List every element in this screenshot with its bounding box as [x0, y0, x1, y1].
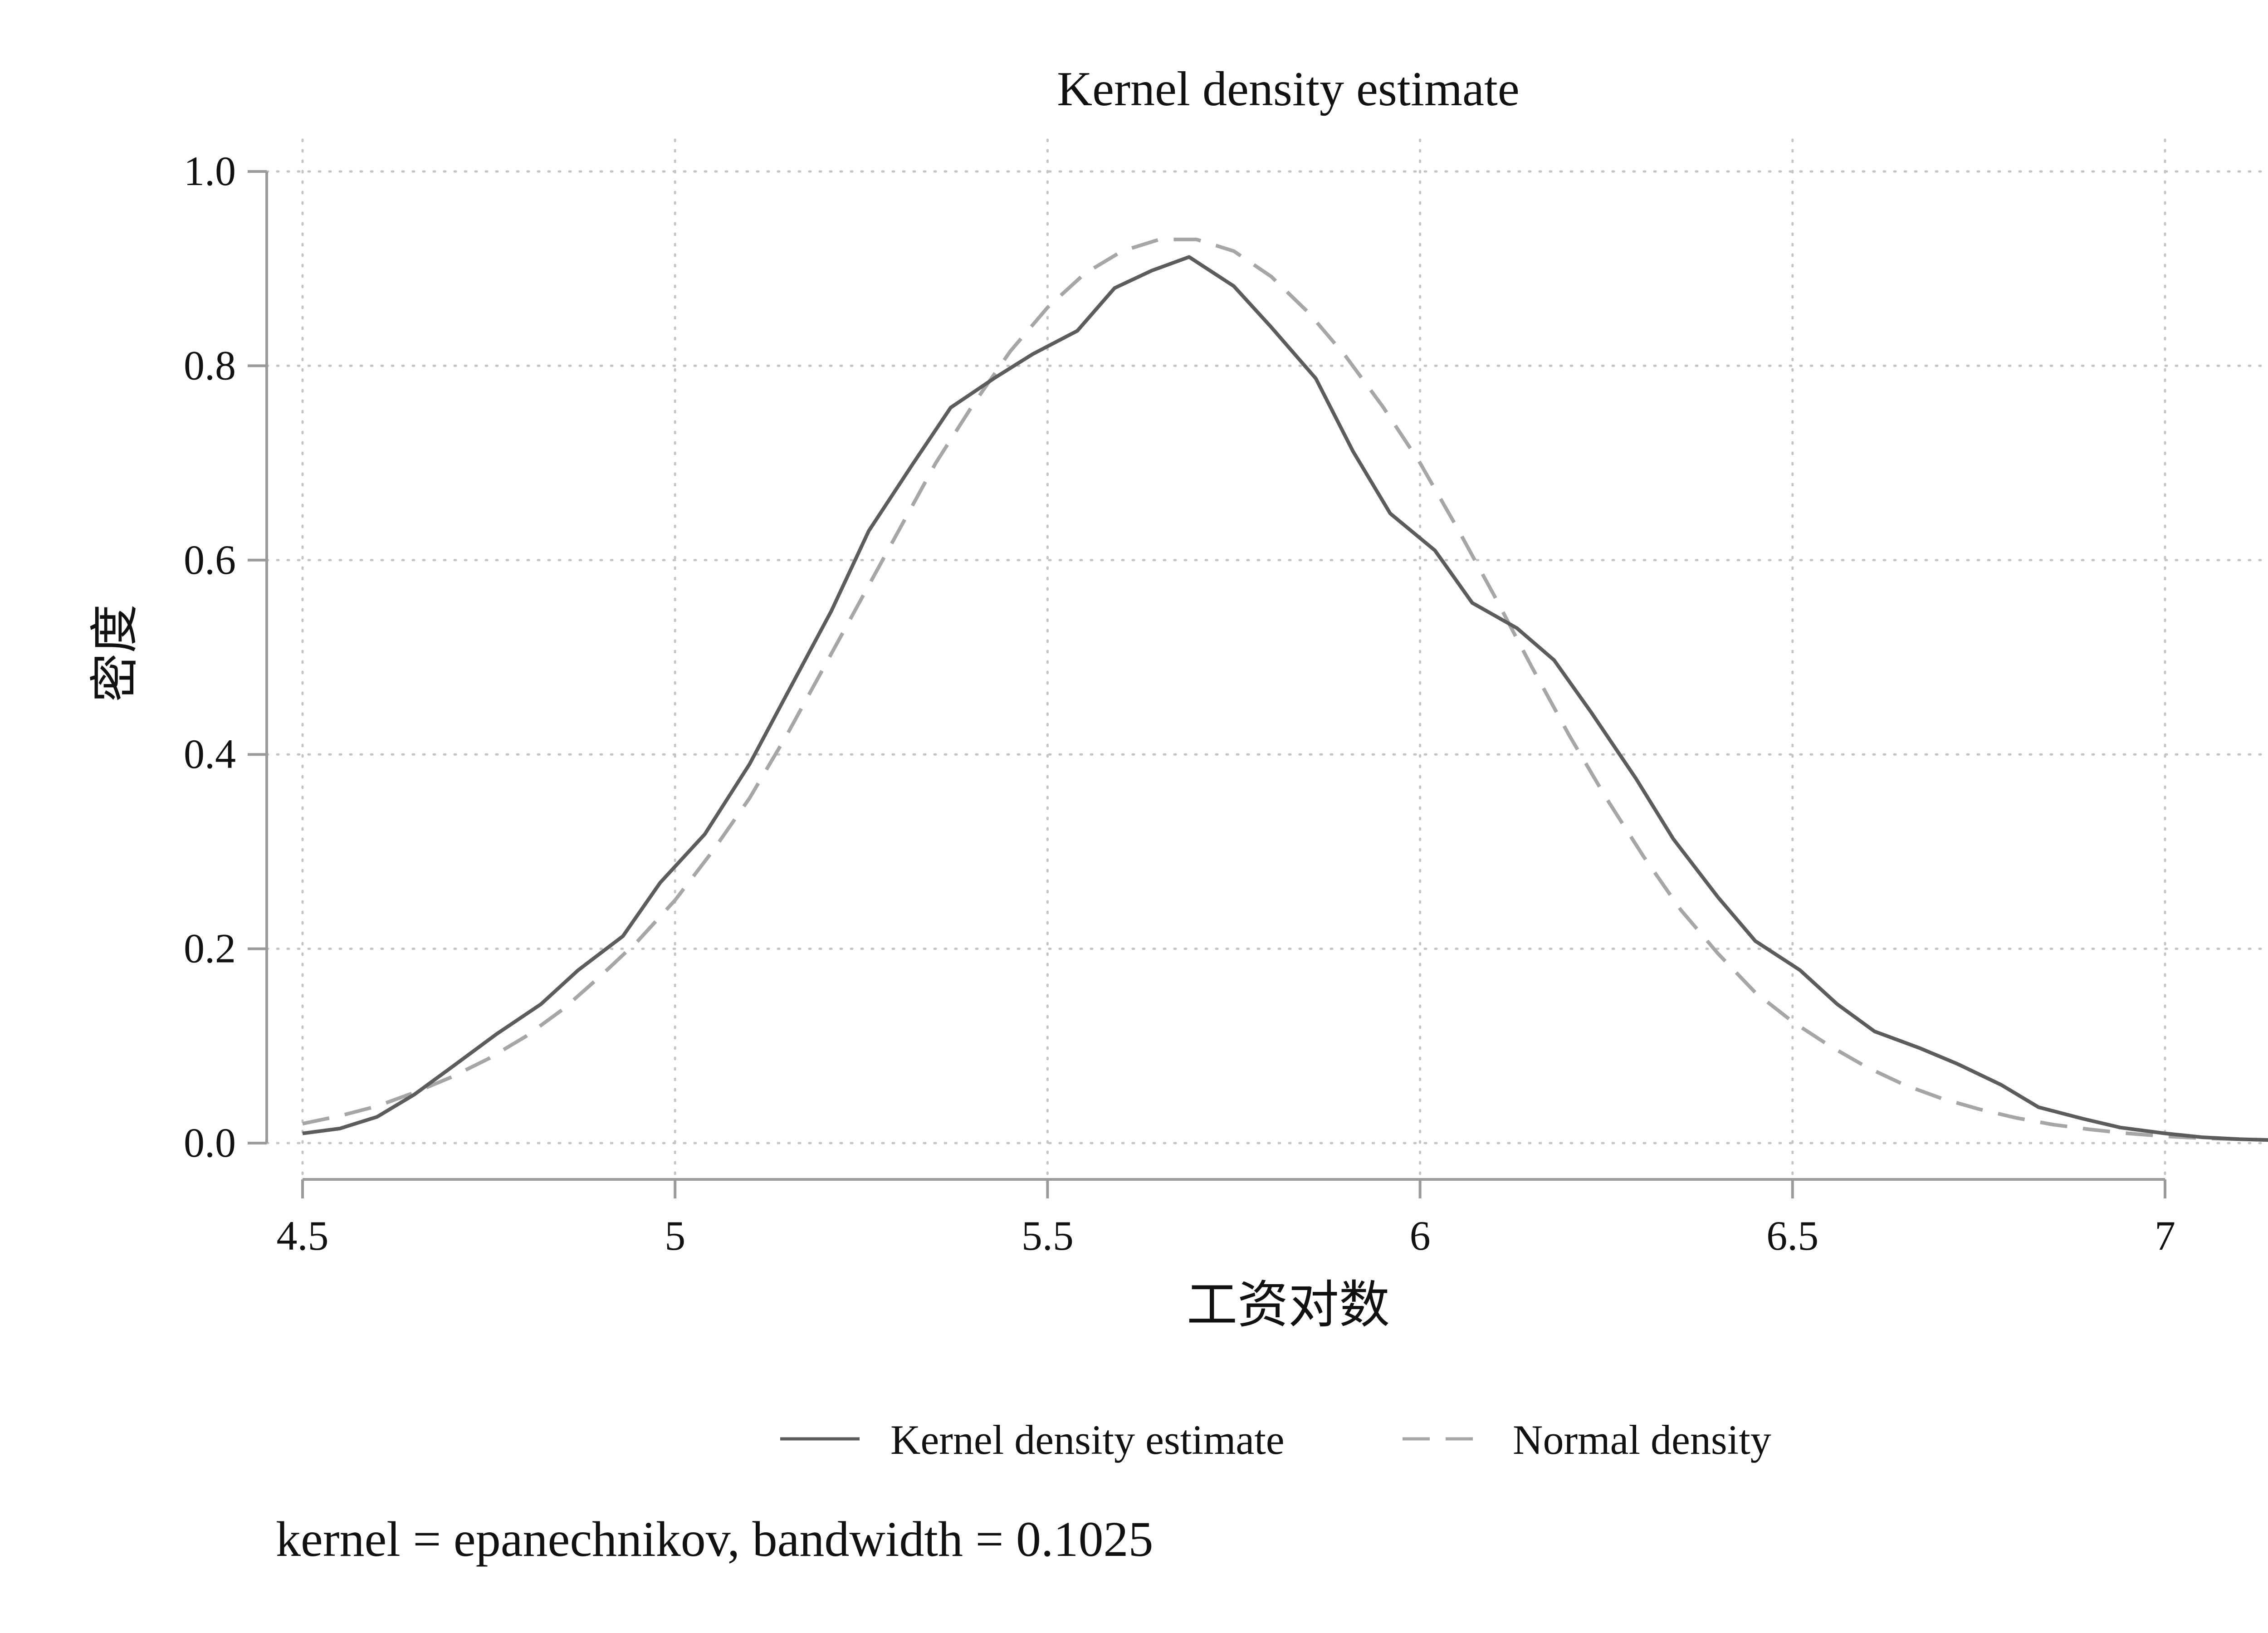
x-tick-label: 5 [665, 1213, 685, 1259]
x-axis-label: 工资对数 [1187, 1277, 1390, 1334]
legend-label-kernel: Kernel density estimate [890, 1417, 1285, 1463]
legend: Kernel density estimate Normal density [780, 1417, 1771, 1463]
legend-label-normal: Normal density [1513, 1417, 1771, 1463]
y-tick-label: 0.4 [184, 731, 236, 777]
y-tick-label: 1.0 [184, 148, 236, 194]
series-lines [302, 237, 2268, 1142]
y-axis-label: 密度 [88, 604, 142, 702]
axes [248, 170, 2166, 1198]
y-tick-label: 0.0 [184, 1120, 236, 1166]
x-tick-label: 4.5 [277, 1213, 329, 1259]
chart-title: Kernel density estimate [1057, 62, 1520, 116]
kernel-density-line [302, 255, 2268, 1142]
x-tick-label: 7 [2155, 1213, 2175, 1259]
grid-lines [265, 138, 2268, 1181]
x-tick-label: 6.5 [1766, 1213, 1818, 1259]
y-tick-label: 0.2 [184, 925, 236, 972]
tick-labels: 0.0 0.2 0.4 0.6 0.8 1.0 4.5 5 5.5 6 6.5 7 [184, 148, 2175, 1259]
x-tick-label: 6 [1410, 1213, 1431, 1259]
y-tick-label: 0.8 [184, 342, 236, 388]
kernel-note: kernel = epanechnikov, bandwidth = 0.102… [276, 1511, 1154, 1567]
normal-density-line [302, 237, 2268, 1142]
y-tick-label: 0.6 [184, 537, 236, 583]
x-tick-label: 5.5 [1022, 1213, 1074, 1259]
